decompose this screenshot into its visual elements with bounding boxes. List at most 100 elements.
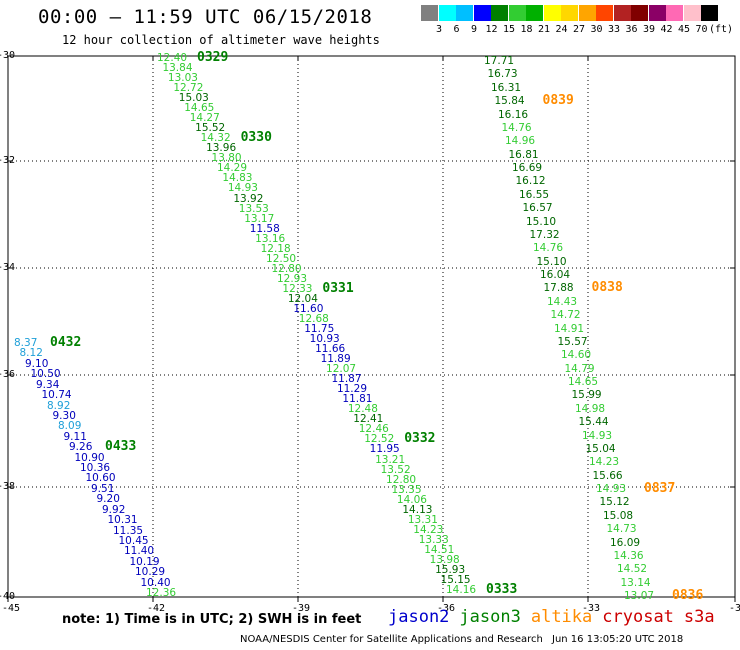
jason2-track-wave-height: 8.37 [14,337,38,349]
jason3-track-wave-height: 11.75 [304,323,335,336]
jason2-track-wave-height: 9.11 [63,430,87,443]
scale-swatch [613,5,631,21]
legend-jason2: jason2 [388,607,450,627]
jason2-track-wave-height: 11.40 [124,545,155,558]
jason3-track-wave-height: 10.93 [309,333,340,346]
jason3-track-wave-height: 12.72 [173,82,204,95]
jason2-track-wave-height: 9.10 [25,357,49,370]
jason3-track-wave-height: 12.80 [271,262,302,275]
legend-altika: altika [530,607,593,627]
jason3-track-wave-height: 13.35 [391,483,422,496]
jason3-track-wave-height: 13.96 [206,142,237,155]
jason3-track-wave-height: 11.60 [293,302,324,315]
altika-track-wave-height: 17.88 [543,282,574,295]
altika-track-wave-height: 15.08 [603,509,634,522]
jason3-track-wave-height: 12.07 [326,363,357,376]
jason2-track-wave-height: 9.30 [52,409,76,422]
altika-track-wave-height: 14.60 [561,349,592,362]
jason3-track-wave-height: 11.66 [315,343,346,356]
altika-track-wave-height: 14.98 [575,402,606,415]
latitude-label: -34 [0,262,16,273]
altika-track-wave-height: 16.31 [491,81,522,94]
scale-label: 12 [485,24,498,35]
latitude-label: -32 [0,155,16,166]
scale-swatch [631,5,648,21]
jason3-track-wave-height: 15.93 [435,563,466,576]
altika-track-wave-height: 14.23 [589,456,620,469]
jason3-track-wave-height: 11.81 [342,393,373,406]
jason2-track-wave-height: 10.60 [85,472,116,485]
jason2-track-wave-height: 10.31 [107,514,138,527]
footer-credit: NOAA/NESDIS Center for Satellite Applica… [240,634,543,645]
scale-label: 42 [660,24,673,35]
satellite-legend: jason2 jason3 altika cryosat s3a [388,607,725,627]
altika-track-wave-height: 15.10 [536,255,567,268]
jason3-track-wave-height: 13.52 [380,463,411,476]
jason3-track-wave-height: 13.33 [418,533,449,546]
scale-label: 24 [555,24,568,35]
altika-track-wave-height: 15.57 [557,335,588,348]
jason2-track-wave-height: 10.40 [140,576,171,589]
jason2-track-time-label: 0432 [50,335,82,350]
altika-track-time-label: 0837 [644,481,676,496]
scale-label: 70 [695,24,708,35]
legend-cryosat: cryosat [602,607,674,627]
map-subtitle: 12 hour collection of altimeter wave hei… [62,33,380,47]
jason3-track-wave-height: 12.46 [358,423,389,436]
jason2-track-wave-height: 10.50 [30,368,61,381]
jason2-track-wave-height: 9.26 [69,441,93,454]
jason3-track-time-label: 0331 [322,280,354,296]
scale-label: 33 [607,24,621,35]
jason3-track-wave-height: 14.27 [189,112,220,125]
longitude-label: -45 [2,603,21,614]
altika-track-wave-height: 14.91 [554,322,585,335]
jason3-track-wave-height: 12.48 [347,403,378,416]
longitude-label: -30 [729,603,740,614]
altika-track-wave-height: 15.12 [599,496,630,509]
jason3-track-wave-height: 15.52 [195,122,226,135]
scale-label: 18 [520,24,533,35]
legend-jason3: jason3 [459,607,521,627]
jason3-track-wave-height: 11.87 [331,373,362,386]
jason3-track-time-label: 0329 [197,50,229,65]
altika-track-wave-height: 14.65 [568,376,599,388]
latitude-label: -38 [0,481,16,492]
scale-swatch [683,5,701,21]
longitude-label: -42 [147,603,166,614]
jason3-track-wave-height: 13.03 [167,72,198,85]
scale-swatch [456,5,473,21]
jason2-track-wave-height: 10.90 [74,451,105,464]
jason2-track-wave-height: 9.20 [96,493,120,506]
jason3-track-wave-height: 13.80 [211,152,242,165]
scale-swatch [421,5,438,21]
jason3-track-wave-height: 12.80 [386,473,417,486]
footer-timestamp: Jun 16 13:05:20 UTC 2018 [552,634,684,645]
jason3-track-wave-height: 11.58 [249,222,280,235]
jason3-track-wave-height: 11.29 [336,383,367,396]
altika-track-wave-height: 14.93 [596,483,627,495]
altika-track-wave-height: 17.32 [529,228,560,241]
jason2-track-wave-height: 10.74 [41,389,72,402]
jason2-track-wave-height: 9.92 [102,503,126,516]
jason2-track-wave-height: 10.29 [135,566,166,579]
scale-swatch [438,5,456,21]
jason3-track-wave-height: 14.16 [446,584,477,596]
altika-track-wave-height: 14.93 [582,429,613,442]
altika-track-wave-height: 15.66 [592,469,623,482]
altika-track-wave-height: 14.73 [606,523,637,536]
jason3-track-wave-height: 12.50 [266,252,297,265]
jason2-track-time-label: 0433 [105,439,137,455]
jason3-track-wave-height: 12.04 [287,292,318,305]
altika-track-wave-height: 15.44 [578,416,609,429]
latitude-label: -36 [0,369,16,380]
jason3-track-wave-height: 13.84 [162,62,193,75]
altika-track-wave-height: 15.10 [526,215,557,228]
jason2-track-wave-height: 12.36 [146,587,177,599]
jason3-track-time-label: 0330 [240,130,272,146]
jason3-track-wave-height: 14.29 [216,162,248,175]
jason2-track-wave-height: 9.51 [91,482,115,495]
altika-track-wave-height: 14.96 [505,135,536,148]
jason3-track-wave-height: 13.53 [238,202,269,215]
altika-track-wave-height: 16.55 [519,188,550,201]
latitude-label: -40 [0,591,16,602]
